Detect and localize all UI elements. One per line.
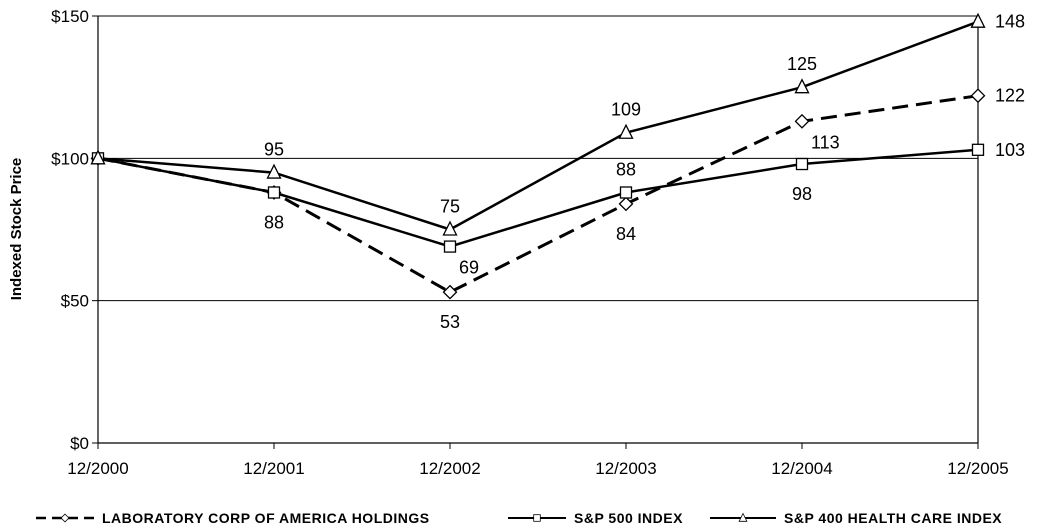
data-label: 98 xyxy=(792,184,812,204)
data-label: 69 xyxy=(459,258,479,278)
data-label: 125 xyxy=(787,54,817,74)
data-label: 109 xyxy=(611,100,641,120)
data-label: 103 xyxy=(995,140,1025,160)
legend-label: LABORATORY CORP OF AMERICA HOLDINGS xyxy=(102,510,430,526)
data-point-diamond xyxy=(618,196,634,212)
data-point-triangle xyxy=(618,123,634,139)
data-point-triangle xyxy=(794,78,810,94)
data-point-triangle xyxy=(90,149,106,165)
data-label: 88 xyxy=(264,212,284,232)
data-label: 75 xyxy=(440,197,460,217)
data-point-diamond xyxy=(442,284,458,300)
y-tick-label: $50 xyxy=(61,292,89,311)
series-lines xyxy=(90,12,986,300)
data-labels: 53 84 113 122 88 69 88 98 103 95 75 109 125 148 xyxy=(264,12,1025,332)
x-tick-label: 12/2002 xyxy=(419,459,480,478)
data-label: 53 xyxy=(440,312,460,332)
data-point-square xyxy=(443,240,457,253)
y-tick-label: $0 xyxy=(70,434,89,453)
x-tick-label: 12/2001 xyxy=(243,459,304,478)
data-label: 113 xyxy=(811,132,840,152)
x-tick-label: 12/2003 xyxy=(595,459,656,478)
data-point-square xyxy=(619,186,633,199)
data-label: 84 xyxy=(616,224,636,244)
data-point-diamond xyxy=(970,88,986,104)
legend-marker-triangle xyxy=(738,512,748,522)
series-line-square xyxy=(97,148,979,248)
legend-label: S&P 400 HEALTH CARE INDEX xyxy=(784,510,1002,526)
x-tick-label: 12/2005 xyxy=(947,459,1008,478)
data-label: 122 xyxy=(995,86,1025,106)
x-tick-label: 12/2000 xyxy=(67,459,128,478)
data-label: 95 xyxy=(264,140,284,160)
data-point-square xyxy=(267,186,281,199)
y-tick-label: $100 xyxy=(51,149,89,168)
legend-marker-diamond xyxy=(60,513,70,523)
data-point-square xyxy=(971,143,985,156)
axes: $0 $50 $100 $150 12/2000 12/2001 12/2002 12/200… xyxy=(51,7,1009,478)
y-tick-label: $150 xyxy=(51,7,89,26)
data-point-diamond xyxy=(794,113,810,129)
data-point-triangle xyxy=(442,220,458,236)
data-label: 148 xyxy=(995,12,1025,32)
data-point-triangle xyxy=(970,12,986,28)
data-point-triangle xyxy=(266,163,282,179)
data-label: 88 xyxy=(616,159,636,179)
legend-label: S&P 500 INDEX xyxy=(574,510,683,526)
legend-marker-square xyxy=(533,514,541,522)
legend: LABORATORY CORP OF AMERICA HOLDINGS S&P 5… xyxy=(36,510,1002,526)
data-point-square xyxy=(795,157,809,171)
y-axis-title: Indexed Stock Price xyxy=(8,158,25,301)
series-line-triangle xyxy=(97,20,979,231)
x-tick-label: 12/2004 xyxy=(771,459,832,478)
